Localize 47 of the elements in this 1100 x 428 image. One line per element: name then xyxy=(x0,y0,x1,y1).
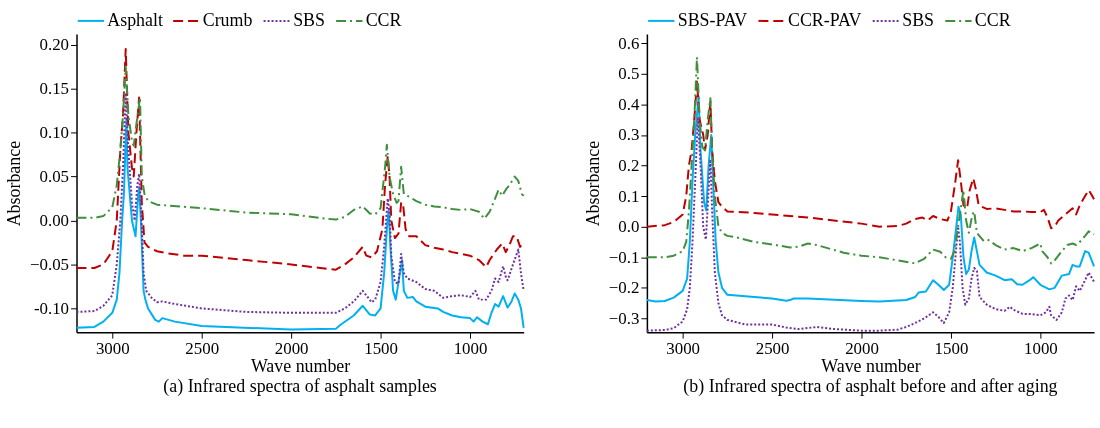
legend-label: CCR xyxy=(365,9,402,30)
line-series xyxy=(75,65,525,221)
y-axis-title: Absorbance xyxy=(582,140,603,227)
y-tick-label: 0.15 xyxy=(39,79,70,99)
y-tick-label: 0.1 xyxy=(618,186,640,206)
legend-label: Crumb xyxy=(202,9,253,30)
line-series xyxy=(75,48,525,271)
text: (a) Infrared spectra of asphalt samples xyxy=(163,375,437,397)
x-tick-label: 2500 xyxy=(755,338,790,358)
legend-label: SBS xyxy=(902,9,935,30)
legend-label: SBS-PAV xyxy=(677,9,748,30)
legend-label: Asphalt xyxy=(107,9,163,30)
y-tick-label: 0.20 xyxy=(39,35,70,55)
x-tick-label: 1000 xyxy=(453,338,488,358)
x-axis-title: Wave number xyxy=(250,356,351,377)
y-tick-label: 0.0 xyxy=(618,217,640,237)
y-tick-label: 0.5 xyxy=(618,64,640,84)
y-tick-label: 0.00 xyxy=(39,210,70,230)
y-tick-label: -0.10 xyxy=(33,298,70,318)
y-tick-label: 0.3 xyxy=(618,125,640,145)
x-tick-label: 3000 xyxy=(95,338,130,358)
y-tick-label: 0.4 xyxy=(618,94,640,114)
x-tick-label: 1500 xyxy=(364,338,398,358)
line-series xyxy=(645,80,1096,230)
x-tick-label: 3000 xyxy=(666,338,701,358)
x-tick-label: 1000 xyxy=(1024,338,1058,358)
y-tick-label: −0.3 xyxy=(608,308,640,328)
line-series xyxy=(645,55,1096,265)
text: (b) Infrared spectra of asphalt before and after aging xyxy=(683,375,1058,397)
x-tick-label: 2500 xyxy=(185,338,220,358)
legend-label: CCR xyxy=(974,9,1011,30)
x-axis-title: Wave number xyxy=(821,356,921,377)
y-tick-label: −0.2 xyxy=(608,278,640,298)
x-tick-label: 2000 xyxy=(845,338,879,358)
x-tick-label: 1500 xyxy=(934,338,969,358)
y-axis-title: Absorbance xyxy=(4,140,25,227)
line-series xyxy=(75,91,525,314)
y-tick-label: 0.2 xyxy=(618,156,640,175)
legend-label: CCR-PAV xyxy=(787,9,862,30)
x-tick-label: 2000 xyxy=(274,338,309,358)
y-tick-label: 0.6 xyxy=(618,33,640,53)
y-tick-label: −0.1 xyxy=(608,247,640,267)
y-tick-label: 0.05 xyxy=(39,166,70,186)
y-tick-label: 0.10 xyxy=(39,123,70,143)
legend-label: SBS xyxy=(293,9,325,30)
line-series xyxy=(645,95,1096,303)
y-tick-label: −0.05 xyxy=(30,254,70,274)
